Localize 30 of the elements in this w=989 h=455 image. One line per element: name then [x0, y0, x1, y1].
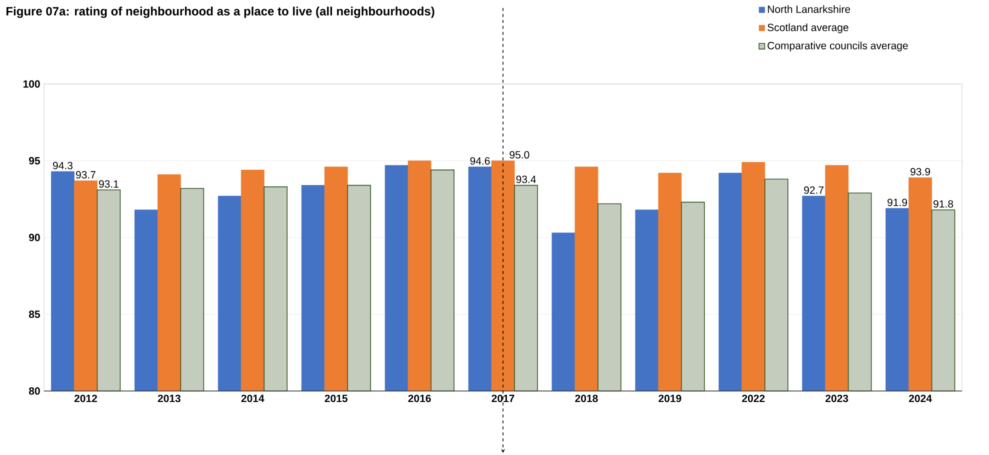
- chart-title: Figure 07a: rating of neighbourhood as a place to live (all neighbourhoods): [6, 6, 434, 18]
- x-tick-label: 2018: [575, 394, 598, 402]
- legend-label: North Lanarkshire: [768, 5, 850, 13]
- x-tick-label: 2012: [74, 394, 97, 402]
- x-tick-label: 2022: [742, 394, 765, 402]
- x-tick-label: 2019: [658, 394, 682, 402]
- data-label: 93.7: [76, 171, 96, 178]
- legend-label: Scotland average: [768, 23, 848, 34]
- x-tick-label: 2014: [241, 394, 264, 402]
- y-tick-label: 80: [28, 387, 40, 395]
- x-tick-label: 2024: [908, 394, 932, 402]
- x-tick-label: 2016: [408, 394, 431, 402]
- y-tick-label: 85: [28, 310, 40, 318]
- data-label: 92.7: [804, 186, 824, 194]
- y-tick-label: 100: [23, 80, 40, 88]
- x-tick-label: 2015: [324, 394, 348, 402]
- y-tick-label: 95: [28, 157, 40, 164]
- data-label: 93.1: [99, 180, 118, 188]
- y-tick-label: 90: [28, 234, 40, 242]
- x-tick-label: 2013: [158, 394, 180, 402]
- data-label: 94.6: [470, 157, 490, 165]
- x-tick-label: 2017: [492, 394, 514, 402]
- data-label: 91.9: [888, 198, 908, 206]
- x-tick-label: 2023: [826, 394, 848, 402]
- data-label: 94.3: [53, 162, 72, 170]
- data-label: 95.0: [510, 151, 530, 159]
- data-label: 93.9: [910, 168, 930, 176]
- data-label: 91.8: [934, 200, 954, 208]
- legend-label: Comparative councils average: [768, 42, 908, 52]
- data-label: 93.4: [516, 176, 536, 184]
